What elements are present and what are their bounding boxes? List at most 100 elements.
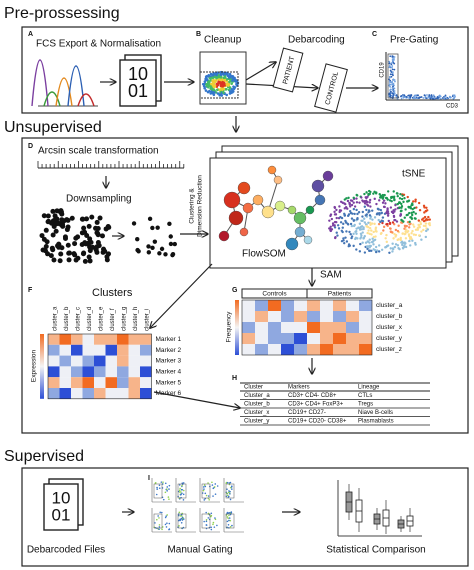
heat-cell <box>71 377 83 388</box>
gating-dot <box>226 492 228 495</box>
gating-dot <box>417 94 420 97</box>
label: Marker 4 <box>156 369 182 376</box>
tsne-dot <box>424 235 428 239</box>
gating-dot <box>168 498 170 500</box>
heat-cell <box>346 344 359 355</box>
heat-cell <box>294 300 307 311</box>
density-dot <box>202 84 206 88</box>
gating-dot <box>214 493 217 495</box>
density-dot <box>226 74 230 78</box>
tsne-dot <box>406 230 409 234</box>
gating-dot <box>432 96 434 99</box>
dense-dot <box>39 233 45 239</box>
heat-cell <box>128 388 140 399</box>
tsne-dot <box>380 196 383 199</box>
dense-dot <box>87 236 93 242</box>
gating-dot <box>216 524 218 527</box>
heat-cell <box>48 334 60 345</box>
tsne-dot <box>350 235 354 238</box>
tsne-dot <box>369 244 372 248</box>
som-node <box>223 191 241 209</box>
gate <box>387 53 399 99</box>
tsne-dot <box>386 212 389 215</box>
gating-dot <box>393 68 396 71</box>
tsne-dot <box>370 240 374 244</box>
heat-cell <box>105 366 117 378</box>
gating-dot <box>391 92 394 95</box>
tsne-dot <box>355 248 358 251</box>
heat-cell <box>117 366 129 378</box>
tsne-dot <box>374 192 378 195</box>
gating-dot <box>162 481 164 483</box>
som-node <box>237 181 251 195</box>
tsne-dot <box>404 245 408 249</box>
dense-dot <box>86 254 92 260</box>
tsne-dot <box>367 249 371 252</box>
gating-dot <box>158 528 160 531</box>
tsne-dot <box>343 202 346 205</box>
dense-dot <box>93 225 99 231</box>
tsne-dot <box>352 244 355 248</box>
legend-bar <box>40 334 44 399</box>
gating-dot <box>407 94 410 97</box>
tsne-dot <box>393 195 396 198</box>
gating-dot <box>429 97 432 100</box>
label: Markers <box>288 385 310 391</box>
dense-dot <box>43 243 49 249</box>
tsne-dot <box>346 214 350 218</box>
gate <box>201 513 211 529</box>
gating-dot <box>424 95 427 98</box>
heat-cell <box>82 344 94 356</box>
arrow <box>153 391 240 408</box>
tsne-dot <box>364 241 368 244</box>
heat-cell <box>140 334 152 345</box>
tsne-dot <box>339 215 342 219</box>
dense-dot <box>63 235 69 241</box>
tsne-dot <box>377 222 381 226</box>
tsne-dot <box>349 205 352 208</box>
tsne-dot <box>375 213 379 216</box>
gating-dot <box>178 489 181 492</box>
heat-cell <box>268 311 281 322</box>
heat-cell <box>294 311 307 322</box>
tsne-dot <box>335 231 338 234</box>
tsne-dot <box>412 200 415 203</box>
tsne-dot <box>394 208 397 211</box>
dense-dot <box>57 258 63 264</box>
heat-cell <box>320 333 333 344</box>
tsne-dot <box>424 222 428 225</box>
gating-dot <box>389 65 392 68</box>
dense-dot <box>75 234 81 240</box>
tsne-dot <box>403 196 406 200</box>
gating-dot <box>438 94 441 97</box>
density-dot <box>203 80 207 83</box>
dense-dot <box>45 213 51 219</box>
gating-dot <box>423 94 426 97</box>
density-dot <box>211 76 214 80</box>
density-dot <box>218 93 221 97</box>
heat-cell <box>71 388 83 399</box>
heat-cell <box>333 333 346 344</box>
tsne-dot <box>339 209 343 212</box>
density-dot <box>231 90 234 94</box>
tsne-dot <box>355 208 358 212</box>
gating-dot <box>205 524 208 526</box>
tsne-dot <box>335 208 338 212</box>
sparse-dot <box>146 250 152 255</box>
heat-cell <box>255 344 268 355</box>
tsne-dot <box>365 208 368 212</box>
tsne-dot <box>368 192 371 196</box>
label: Marker 1 <box>156 336 182 343</box>
gating-dot <box>180 491 182 493</box>
density-dot <box>221 80 224 84</box>
gating-dot <box>181 484 183 487</box>
tsne-dot <box>422 228 425 232</box>
gating-dot <box>410 94 413 96</box>
gating-dot <box>182 493 185 496</box>
density-dot <box>207 81 211 85</box>
label: SAM <box>320 270 342 281</box>
tsne-dot <box>361 210 365 214</box>
gating-dot <box>156 518 158 521</box>
density-dot <box>223 79 227 82</box>
tsne-dot <box>359 237 362 240</box>
